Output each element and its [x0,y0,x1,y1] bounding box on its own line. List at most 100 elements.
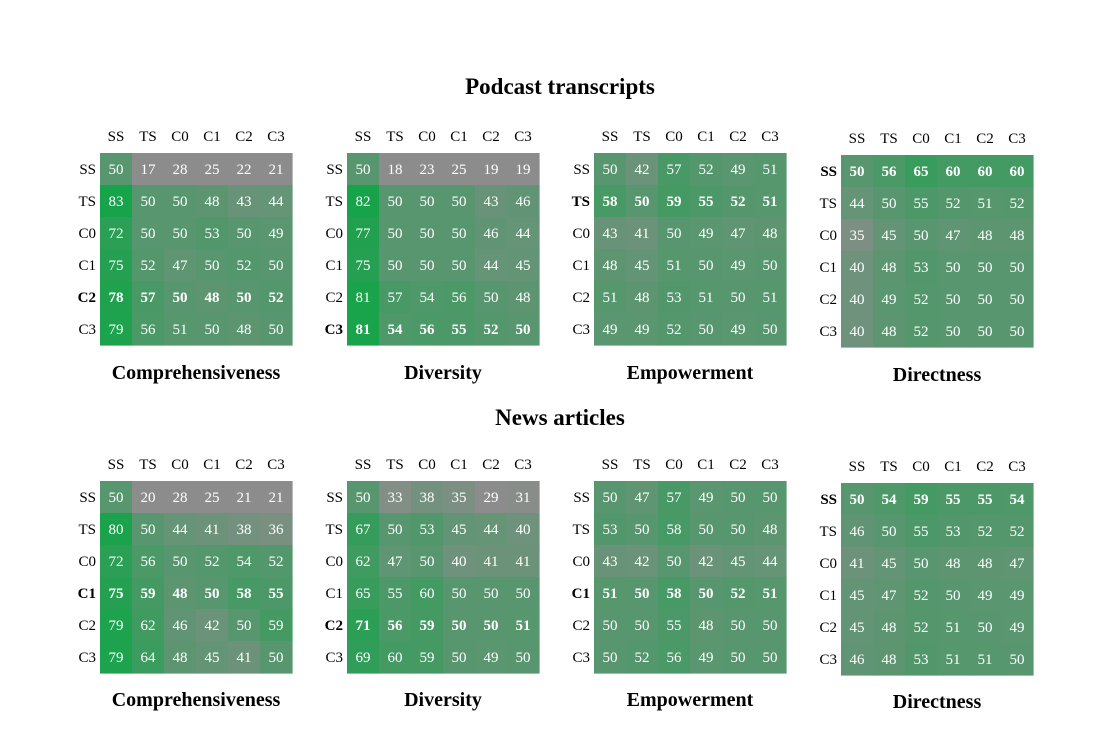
cell-value: 57 [667,490,683,506]
heatmap-cell [937,611,970,644]
row-label-c1: C1 [572,586,590,602]
heatmap-cell [969,515,1002,548]
heatmap-cell [841,483,874,516]
heatmap-cell [754,249,787,282]
row-label-c3: C3 [325,650,343,666]
cell-value: 50 [699,322,714,338]
heatmap-cell [507,185,540,218]
heatmap-cell [594,185,627,218]
cell-value: 49 [699,490,714,506]
cell-value: 28 [173,490,188,506]
heatmap-cell [260,641,293,674]
cell-value: 72 [109,226,124,242]
row-label-c2: C2 [819,620,837,636]
heatmap-cell [873,315,906,348]
heatmap-cell [379,249,412,282]
cell-value: 58 [667,522,682,538]
cell-value: 50 [882,196,897,212]
cell-value: 50 [1010,652,1025,668]
cell-value: 53 [667,290,682,306]
cell-value: 62 [141,618,156,634]
cell-value: 50 [388,522,403,538]
cell-value: 50 [173,226,188,242]
cell-value: 79 [109,618,124,634]
heatmap-cell [1001,643,1034,676]
heatmap-cell [443,641,476,674]
heatmap-cell [658,641,691,674]
cell-value: 48 [1010,228,1025,244]
cell-value: 75 [356,258,371,274]
row-label-c0: C0 [78,554,96,570]
heatmap-cell [873,611,906,644]
cell-value: 52 [914,588,929,604]
heatmap-cell [905,515,938,548]
cell-value: 47 [388,554,404,570]
cell-value: 48 [635,290,650,306]
cell-value: 58 [237,586,252,602]
heatmap-cell [594,609,627,642]
cell-value: 50 [1010,324,1025,340]
cell-value: 52 [269,554,284,570]
heatmap-cell [164,217,197,250]
heatmap-cell [507,313,540,346]
cell-value: 35 [452,490,467,506]
heatmap-cell [379,217,412,250]
cell-value: 50 [603,650,618,666]
row-label-c1: C1 [325,586,343,602]
heatmap-cell [507,545,540,578]
heatmap-cell [722,185,755,218]
heatmap-cell [100,513,133,546]
cell-value: 48 [763,226,778,242]
cell-value: 55 [269,586,284,602]
row-label-c0: C0 [819,228,837,244]
heatmap-cell [228,217,261,250]
heatmap-cell [411,217,444,250]
heatmap-cell [873,251,906,284]
cell-value: 44 [269,194,285,210]
heatmap-cell [722,313,755,346]
cell-value: 47 [882,588,898,604]
cell-value: 58 [667,586,682,602]
heatmap-cell [754,153,787,186]
heatmap-cell [347,153,380,186]
heatmap-cell [626,249,659,282]
cell-value: 48 [205,194,220,210]
heatmap-cell [1001,283,1034,316]
heatmap-cell [905,579,938,612]
heatmap-cell [873,155,906,188]
col-label-ss: SS [355,129,372,145]
heatmap-cell [475,249,508,282]
col-label-c2: C2 [976,131,994,147]
cell-value: 50 [667,554,682,570]
cell-value: 50 [420,194,435,210]
heatmap-cell [841,611,874,644]
heatmap-cell [1001,483,1034,516]
heatmap-cell [100,281,133,314]
cell-value: 56 [141,554,157,570]
cell-value: 50 [173,554,188,570]
heatmap-cell [626,153,659,186]
cell-value: 50 [452,586,467,602]
heatmap-cell [873,187,906,220]
cell-value: 28 [173,162,188,178]
heatmap-cell [1001,579,1034,612]
row-label-c0: C0 [325,226,343,242]
cell-value: 40 [452,554,467,570]
heatmap-cell [443,513,476,546]
col-label-c0: C0 [418,129,436,145]
cell-value: 50 [763,650,778,666]
heatmap-cell [100,641,133,674]
heatmap-cell [196,513,229,546]
heatmap-cell [411,313,444,346]
cell-value: 54 [420,290,436,306]
metric-label-news-empowerment: Empowerment [626,689,754,711]
cell-value: 50 [388,226,403,242]
heatmap-cell [722,217,755,250]
heatmap-cell [690,513,723,546]
heatmap-cell [260,577,293,610]
heatmap-cell [969,219,1002,252]
cell-value: 50 [731,290,746,306]
heatmap-cell [626,281,659,314]
cell-value: 52 [978,524,993,540]
cell-value: 50 [946,260,961,276]
